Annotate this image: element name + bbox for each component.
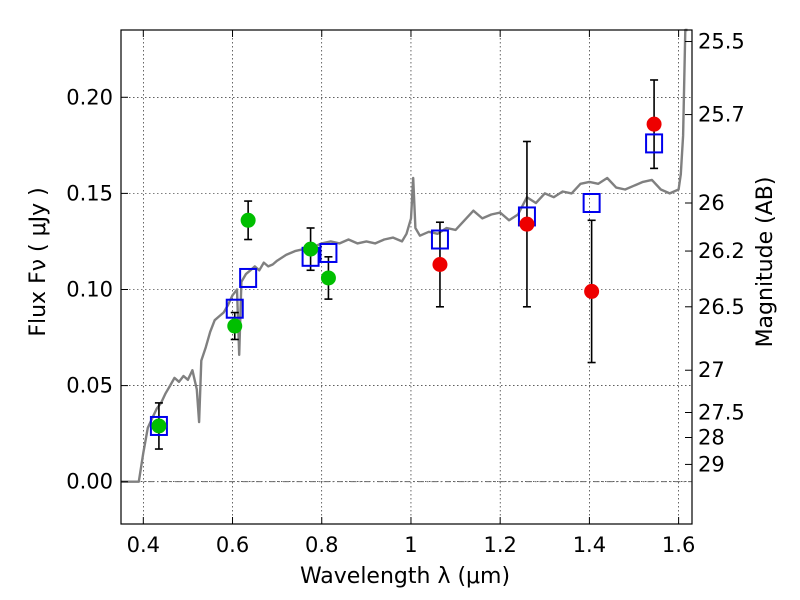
green-data-point — [303, 241, 319, 257]
right-tick-label: 27 — [698, 358, 725, 382]
x-tick-label: 1.6 — [662, 533, 695, 557]
green-data-point — [151, 418, 167, 434]
y-tick-label: 0.20 — [66, 85, 113, 109]
grid — [121, 30, 692, 524]
green-data-point — [320, 270, 336, 286]
right-tick-label: 26.2 — [698, 239, 745, 263]
red-data-point — [519, 216, 535, 232]
x-axis-label: Wavelength λ (μm) — [300, 564, 510, 589]
y-tick-label: 0.05 — [66, 374, 113, 398]
model-square-point — [430, 229, 449, 250]
x-tick-label: 1.2 — [483, 533, 516, 557]
red-data-point — [646, 116, 662, 132]
model-square-point — [319, 242, 338, 263]
right-axis-label: Magnitude (AB) — [753, 177, 778, 348]
x-tick-label: 1.4 — [573, 533, 606, 557]
model-square-point — [239, 267, 258, 288]
green-data-point — [227, 318, 243, 334]
error-bars — [154, 79, 659, 450]
x-tick-label: 0.8 — [305, 533, 338, 557]
model-square-point — [149, 415, 168, 436]
model-spectrum-line — [121, 28, 688, 483]
right-tick-label: 28 — [698, 426, 725, 450]
model-square-point — [225, 298, 244, 319]
green-data-point — [240, 212, 256, 228]
axis-ticks: 0.4 0.6 0.8 1 1.2 1.4 1.6 0.00 0.05 0.10 0.15 0.20 2… — [66, 30, 745, 557]
right-tick-label: 26.5 — [698, 295, 745, 319]
y-tick-label: 0.10 — [66, 277, 113, 301]
right-tick-label: 25.5 — [698, 30, 745, 54]
right-tick-label: 29 — [698, 452, 725, 476]
y-axis-label: Flux Fν ( μJy ) — [26, 187, 51, 336]
y-tick-label: 0.15 — [66, 181, 113, 205]
y-tick-label: 0.00 — [66, 470, 113, 494]
right-tick-label: 27.5 — [698, 401, 745, 425]
model-square-point — [645, 133, 664, 154]
x-tick-label: 1 — [404, 533, 417, 557]
right-tick-label: 25.7 — [698, 103, 745, 127]
red-data-point — [584, 283, 600, 299]
x-tick-label: 0.6 — [216, 533, 249, 557]
x-tick-label: 0.4 — [127, 533, 160, 557]
plot-frame — [120, 29, 693, 525]
right-tick-label: 26 — [698, 191, 725, 215]
data-points — [149, 116, 664, 436]
model-square-point — [582, 192, 601, 213]
red-data-point — [432, 257, 448, 273]
